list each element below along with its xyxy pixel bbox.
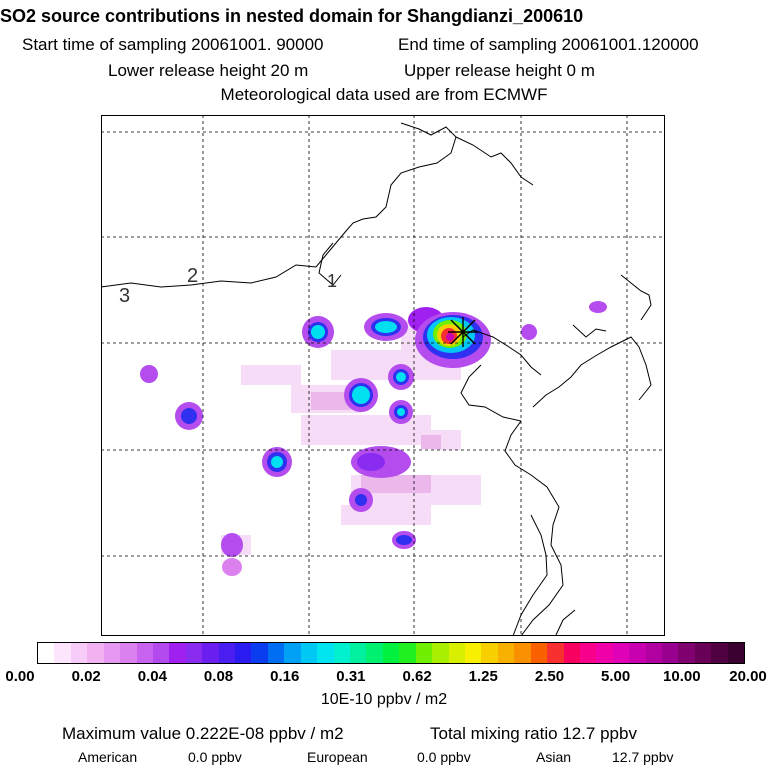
hotspot xyxy=(389,400,413,424)
hotspot xyxy=(344,378,378,412)
color-scale-segment xyxy=(87,643,104,663)
color-scale-segment xyxy=(300,643,318,663)
color-scale-segment xyxy=(251,643,268,663)
color-scale-segment xyxy=(415,643,433,663)
region-name: American xyxy=(78,749,138,765)
total-mixing-ratio: Total mixing ratio 12.7 ppbv xyxy=(430,724,637,743)
hotspot xyxy=(351,446,411,478)
color-scale-segment xyxy=(399,643,416,663)
color-scale-segment xyxy=(103,643,121,663)
color-scale-segment xyxy=(38,643,55,663)
color-scale-tick-label: 0.00 xyxy=(5,668,35,685)
color-scale-segment xyxy=(136,643,153,663)
color-scale-segment xyxy=(596,643,613,663)
hotspot xyxy=(175,402,203,430)
color-scale-segment xyxy=(432,643,449,663)
color-scale-segment xyxy=(481,643,498,663)
summary-line: Maximum value 0.222E-08 ppbv / m2 Total … xyxy=(62,724,752,744)
region-value: 12.7 ppbv xyxy=(612,749,674,765)
region-value: 0.0 ppbv xyxy=(417,749,471,765)
hotspot xyxy=(140,301,607,383)
color-scale-segment xyxy=(218,643,236,663)
region-label: 3 xyxy=(119,285,130,307)
start-time: Start time of sampling 20061001. 90000 xyxy=(22,35,324,54)
color-scale-segment xyxy=(235,643,252,663)
region-label: 1 xyxy=(327,271,337,291)
region-labels: 1 2 3 xyxy=(119,265,337,307)
lat-lon-grid xyxy=(101,115,665,636)
color-scale-tick-label: 10.00 xyxy=(663,668,701,685)
color-scale-segment xyxy=(152,643,170,663)
region-label: 2 xyxy=(187,265,198,287)
color-scale-segment xyxy=(645,643,663,663)
region-name: European xyxy=(307,749,368,765)
color-scale-segment xyxy=(464,643,482,663)
hotspot xyxy=(392,531,416,549)
color-scale-units: 10E-10 ppbv / m2 xyxy=(320,691,448,708)
color-scale-segment xyxy=(333,643,351,663)
color-scale-segment xyxy=(514,643,531,663)
color-scale-tick-label: 0.62 xyxy=(402,668,432,685)
color-scale-segment xyxy=(284,643,301,663)
color-scale-segment xyxy=(70,643,88,663)
color-scale-segment xyxy=(727,643,745,663)
color-scale-tick-label: 0.31 xyxy=(336,668,366,685)
release-heights: Lower release height 20 m Upper release … xyxy=(108,61,728,81)
hotspot xyxy=(349,488,373,512)
color-scale-segment xyxy=(202,643,219,663)
weak-plume xyxy=(311,392,441,493)
color-scale-segment xyxy=(448,643,465,663)
color-scale-tick-label: 0.08 xyxy=(203,668,234,685)
star-cross-icon xyxy=(448,317,478,347)
color-scale-segment xyxy=(185,643,203,663)
color-scale-segment xyxy=(366,643,383,663)
hotspot xyxy=(302,316,334,348)
color-scale xyxy=(37,642,745,664)
color-scale-segment xyxy=(317,643,334,663)
concentration-map: 1 2 3 xyxy=(101,115,665,636)
color-scale-segment xyxy=(563,643,580,663)
lower-release-height: Lower release height 20 m xyxy=(108,61,309,80)
upper-release-height: Upper release height 0 m xyxy=(404,61,595,80)
maximum-value: Maximum value 0.222E-08 ppbv / m2 xyxy=(62,724,344,743)
color-scale-ticks: 0.00 0.02 0.04 0.08 0.16 0.31 0.62 1.25 2.50 5.00… xyxy=(0,668,768,688)
plot-title: SO2 source contributions in nested domai… xyxy=(0,6,584,26)
color-scale-segment xyxy=(694,643,712,663)
color-scale-segment xyxy=(497,643,515,663)
color-scale-tick-label: 0.04 xyxy=(137,668,167,685)
sampling-times: Start time of sampling 20061001. 90000 E… xyxy=(22,35,762,55)
color-scale-segment xyxy=(711,643,728,663)
color-scale-tick-label: 0.02 xyxy=(71,668,101,685)
color-scale-tick-label: 0.16 xyxy=(270,668,300,685)
color-scale-segment xyxy=(350,643,367,663)
color-scale-segment xyxy=(547,643,564,663)
color-scale-segment xyxy=(579,643,597,663)
color-scale-segment xyxy=(678,643,695,663)
source-peak xyxy=(415,312,491,368)
color-scale-segment xyxy=(662,643,679,663)
color-scale-tick-label: 1.25 xyxy=(468,668,498,685)
color-scale-segment xyxy=(169,643,186,663)
region-value: 0.0 ppbv xyxy=(188,749,242,765)
color-scale-segment xyxy=(267,643,285,663)
met-data-source: Meteorological data used are from ECMWF xyxy=(220,85,548,104)
regional-contributions: American 0.0 ppbv European 0.0 ppbv Asia… xyxy=(78,749,768,767)
hotspot xyxy=(388,364,414,390)
color-scale-segment xyxy=(382,643,400,663)
color-scale-segment xyxy=(54,643,71,663)
color-scale-tick-label: 20.00 xyxy=(729,668,767,685)
color-scale-segment xyxy=(120,643,137,663)
hotspot xyxy=(364,313,408,341)
color-scale-tick-label: 5.00 xyxy=(601,668,631,685)
region-name: Asian xyxy=(536,749,572,765)
color-scale-segment xyxy=(629,643,646,663)
map-frame xyxy=(101,115,665,636)
end-time: End time of sampling 20061001.120000 xyxy=(398,35,699,54)
hotspot xyxy=(262,447,292,477)
hotspot xyxy=(221,533,243,576)
color-scale-segment xyxy=(612,643,630,663)
color-scale-tick-label: 2.50 xyxy=(534,668,565,685)
color-scale-segment xyxy=(530,643,548,663)
